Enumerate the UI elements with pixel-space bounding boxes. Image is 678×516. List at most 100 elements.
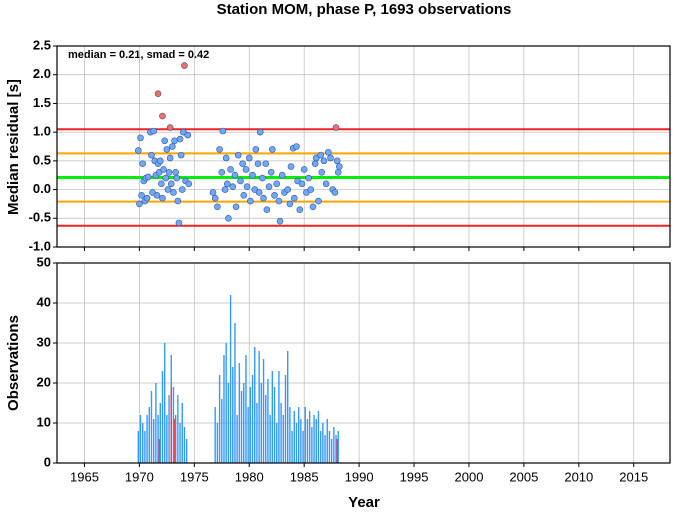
point bbox=[232, 203, 240, 211]
bar bbox=[265, 395, 267, 463]
point bbox=[136, 200, 143, 208]
bar bbox=[313, 415, 315, 463]
point bbox=[222, 154, 230, 162]
x-tick-label: 1995 bbox=[400, 469, 429, 484]
point bbox=[184, 131, 192, 139]
point bbox=[318, 169, 326, 176]
bar bbox=[144, 431, 146, 463]
point bbox=[214, 203, 221, 211]
x-tick-label: 2010 bbox=[564, 469, 593, 484]
bar bbox=[150, 391, 153, 463]
bar bbox=[284, 375, 287, 463]
bar bbox=[304, 407, 306, 463]
point bbox=[239, 160, 246, 168]
bar bbox=[183, 427, 186, 463]
bar bbox=[232, 367, 234, 463]
point bbox=[290, 194, 298, 202]
y-tick-label: 1.5 bbox=[33, 95, 51, 110]
bar bbox=[139, 415, 142, 463]
bar bbox=[245, 355, 247, 463]
point bbox=[320, 157, 328, 165]
bar bbox=[317, 411, 320, 463]
point bbox=[263, 206, 271, 213]
bar bbox=[166, 415, 168, 463]
point bbox=[178, 186, 186, 193]
point bbox=[245, 154, 253, 162]
point bbox=[159, 112, 166, 120]
x-tick-label: 1985 bbox=[290, 469, 319, 484]
plot-frame bbox=[56, 262, 671, 464]
bar bbox=[152, 419, 155, 463]
point bbox=[160, 166, 167, 173]
point bbox=[243, 183, 251, 190]
annotation: median = 0.21, smad = 0.42 bbox=[68, 49, 209, 61]
point bbox=[331, 189, 339, 196]
bar bbox=[267, 379, 269, 463]
point bbox=[262, 160, 270, 168]
point bbox=[309, 203, 317, 211]
x-tick-label: 1965 bbox=[70, 469, 99, 484]
point bbox=[159, 194, 166, 202]
bar bbox=[324, 435, 326, 463]
point bbox=[237, 177, 244, 185]
point bbox=[276, 217, 284, 225]
point bbox=[171, 137, 178, 145]
point bbox=[271, 192, 278, 199]
bar bbox=[337, 431, 339, 463]
bar bbox=[170, 387, 172, 463]
bar bbox=[238, 363, 241, 463]
point bbox=[273, 180, 281, 188]
bar bbox=[185, 439, 188, 463]
point bbox=[134, 147, 142, 154]
bar bbox=[276, 423, 278, 463]
bar bbox=[254, 347, 256, 463]
point bbox=[166, 124, 174, 131]
bar bbox=[218, 375, 221, 463]
point bbox=[172, 169, 179, 176]
bar bbox=[181, 403, 183, 463]
bar bbox=[278, 371, 280, 463]
point bbox=[300, 166, 308, 173]
point bbox=[163, 146, 171, 153]
bar bbox=[174, 415, 177, 463]
bar bbox=[322, 423, 324, 463]
bar bbox=[306, 419, 309, 463]
bar bbox=[158, 439, 160, 463]
point bbox=[334, 169, 342, 176]
point bbox=[240, 192, 248, 199]
x-tick-label: 1975 bbox=[180, 469, 209, 484]
x-tick-label: 2005 bbox=[509, 469, 538, 484]
bar bbox=[157, 415, 159, 463]
point bbox=[293, 143, 300, 150]
point bbox=[307, 186, 315, 193]
point bbox=[229, 183, 237, 190]
bar bbox=[225, 343, 227, 463]
bar bbox=[335, 435, 337, 463]
point bbox=[156, 157, 164, 165]
bar bbox=[251, 375, 254, 463]
point bbox=[322, 180, 330, 188]
bar bbox=[155, 383, 157, 463]
point bbox=[138, 192, 145, 199]
point bbox=[175, 219, 183, 227]
point bbox=[311, 160, 319, 168]
bar bbox=[311, 427, 313, 463]
point bbox=[275, 197, 283, 205]
bar bbox=[297, 407, 300, 463]
point bbox=[177, 151, 185, 159]
point bbox=[227, 166, 234, 173]
x-tick-label: 1970 bbox=[125, 469, 154, 484]
bar bbox=[256, 403, 258, 463]
bar bbox=[260, 383, 263, 463]
point bbox=[154, 90, 162, 97]
bar bbox=[269, 415, 271, 463]
point bbox=[231, 171, 239, 179]
y-tick-label: 50 bbox=[37, 254, 51, 269]
point bbox=[305, 174, 312, 182]
point bbox=[144, 173, 152, 181]
y-tick-label: 0.5 bbox=[33, 152, 51, 167]
bar bbox=[326, 419, 328, 463]
bar bbox=[286, 351, 289, 463]
y-axis-label: Observations bbox=[5, 315, 22, 411]
